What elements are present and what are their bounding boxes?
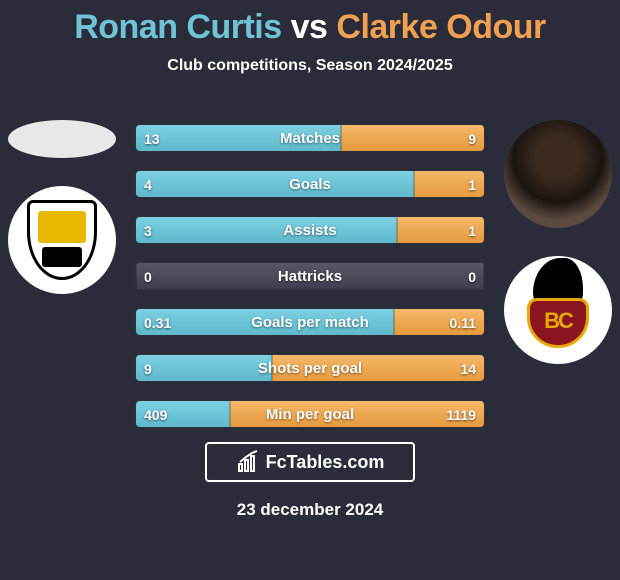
stat-value-left: 13 bbox=[144, 125, 160, 151]
bar-right bbox=[341, 125, 484, 151]
comparison-title: Ronan Curtis vs Clarke Odour bbox=[0, 0, 620, 47]
chart-icon bbox=[236, 450, 260, 474]
player1-club-crest bbox=[8, 186, 116, 294]
stat-value-right: 1 bbox=[468, 171, 476, 197]
stat-value-left: 409 bbox=[144, 401, 167, 427]
player1-name: Ronan Curtis bbox=[74, 8, 281, 46]
bar-left bbox=[136, 125, 341, 151]
player2-name: Clarke Odour bbox=[336, 8, 545, 46]
crest-text: BC bbox=[527, 298, 589, 348]
stat-row: Goals41 bbox=[135, 170, 485, 198]
stat-value-left: 3 bbox=[144, 217, 152, 243]
player2-avatar bbox=[504, 120, 612, 228]
subtitle: Club competitions, Season 2024/2025 bbox=[0, 57, 620, 75]
stat-label: Hattricks bbox=[136, 263, 484, 289]
stat-value-left: 4 bbox=[144, 171, 152, 197]
stat-row: Hattricks0 0 bbox=[135, 262, 485, 290]
bar-left bbox=[136, 355, 272, 381]
stat-value-right: 1 bbox=[468, 217, 476, 243]
branding-box: FcTables.com bbox=[205, 442, 415, 482]
stats-bars: Matches139Goals41Assists31Hattricks00Goa… bbox=[135, 124, 485, 428]
stat-value-right: 9 bbox=[468, 125, 476, 151]
player2-club-crest: BC bbox=[504, 256, 612, 364]
bar-right bbox=[272, 355, 484, 381]
stat-value-right: 0.11 bbox=[450, 309, 476, 335]
bradford-crest-icon: BC bbox=[513, 263, 603, 358]
bar-left bbox=[136, 171, 414, 197]
stat-row: Matches139 bbox=[135, 124, 485, 152]
bar-left bbox=[136, 217, 397, 243]
date-label: 23 december 2024 bbox=[0, 500, 620, 520]
stat-row: Goals per match0.310.11 bbox=[135, 308, 485, 336]
stat-value-left: 0 bbox=[144, 263, 152, 289]
right-avatars: BC bbox=[504, 120, 612, 364]
branding-text: FcTables.com bbox=[266, 452, 385, 473]
stat-row: Min per goal4091119 bbox=[135, 400, 485, 428]
stat-value-left: 9 bbox=[144, 355, 152, 381]
stat-row: Shots per goal914 bbox=[135, 354, 485, 382]
stat-value-right: 1119 bbox=[446, 401, 476, 427]
stat-value-right: 14 bbox=[460, 355, 476, 381]
bar-left bbox=[136, 263, 137, 289]
stat-value-left: 0.31 bbox=[144, 309, 171, 335]
stat-row: Assists31 bbox=[135, 216, 485, 244]
left-avatars bbox=[8, 120, 116, 294]
vs-label: vs bbox=[291, 8, 328, 46]
stat-value-right: 0 bbox=[468, 263, 476, 289]
bar-left bbox=[136, 309, 394, 335]
player1-avatar bbox=[8, 120, 116, 158]
bar-right bbox=[483, 263, 484, 289]
port-vale-crest-icon bbox=[27, 200, 97, 280]
